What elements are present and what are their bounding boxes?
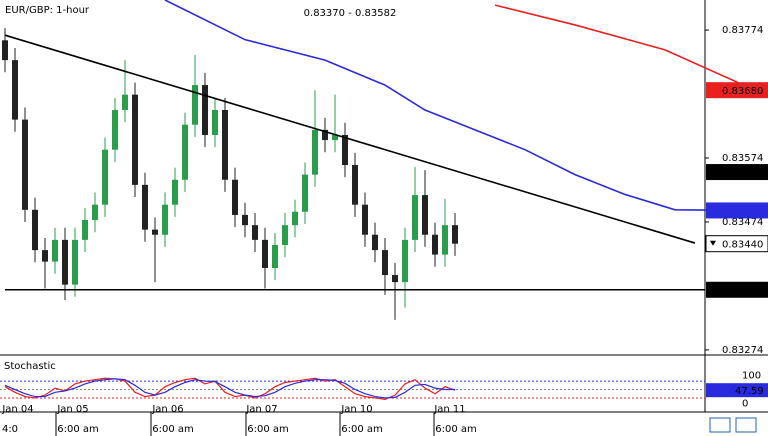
candle-body [82,220,88,240]
candle-body [122,94,128,111]
y-tick-label: 0.83774 [722,25,763,36]
y-tick-label: 100 [742,370,761,381]
candle-body [312,129,318,175]
time-label: 6:00 am [341,424,383,435]
price-label: 0.83680 [722,86,763,97]
candle-body [332,134,338,141]
candle-body [132,94,138,185]
candle-body [212,110,218,135]
candle-body [182,124,188,180]
time-label: 4:0 [2,424,18,435]
candle-body [382,250,388,276]
candle-body [262,239,268,269]
date-label: Jan 07 [245,404,277,415]
candle-body [402,239,408,283]
candle-body [292,211,298,226]
candle-body [142,184,148,230]
stochastic-title: Stochastic [4,361,56,372]
candle-body [392,275,398,283]
time-label: 6:00 am [57,424,99,435]
candle-body [62,239,68,285]
settings-icon[interactable] [735,417,757,433]
time-label: 6:00 am [435,424,477,435]
candle-body [372,234,378,251]
stochastic-value-box [706,383,768,398]
date-label: Jan 06 [151,404,183,415]
candle-body [322,129,328,141]
y-tick-label: 0.83574 [722,153,763,164]
candle-body [32,209,38,251]
y-tick-label: 0 [742,399,748,410]
candle-body [112,110,118,150]
date-label: Jan 04 [1,404,33,415]
candle-body [192,85,198,125]
price-label-box [706,164,768,181]
range-text: 0.83370 - 0.83582 [304,8,397,19]
candle-body [152,229,158,235]
toolbar-icons[interactable] [709,417,757,433]
candle-body [232,179,238,215]
chart-title: EUR/GBP: 1-hour [5,5,90,16]
candle-body [202,85,208,135]
candle-body [162,204,168,235]
candle-body [282,225,288,245]
time-label: 6:00 am [152,424,194,435]
candle-body [2,40,8,61]
y-tick-label: 0.83474 [722,217,763,228]
link-icon[interactable] [709,417,731,433]
stochastic-value: 47.59 [735,386,764,397]
candle-body [72,239,78,285]
candle-body [272,244,278,269]
candle-body [442,225,448,255]
candle-body [452,225,458,244]
candle-body [422,195,428,235]
candle-body [412,195,418,240]
price-pointer [710,240,716,246]
date-label: Jan 10 [340,404,372,415]
date-label: Jan 11 [433,404,465,415]
indicator-line [4,34,696,244]
candle-body [252,225,258,240]
candle-body [12,60,18,120]
candle-body [302,174,308,212]
candle-body [242,214,248,226]
candle-body [222,110,228,180]
stochastic-line [4,377,456,400]
candle-body [92,204,98,221]
price-label-box [705,235,768,253]
date-label: Jan 05 [56,404,88,415]
stochastic-line [4,378,455,399]
indicator-line [494,4,756,91]
candle-body [352,165,358,205]
time-label: 6:00 am [247,424,289,435]
price-label-box [706,202,768,219]
candle-body [42,250,48,262]
candle-body [432,234,438,255]
y-tick-label: 0.83274 [722,345,763,356]
price-label-box [706,82,768,99]
candle-body [172,179,178,205]
price-label: 0.83440 [722,240,763,251]
candle-body [342,134,348,166]
indicator-line [164,0,756,212]
price-label-box [706,281,768,298]
candle-body [22,119,28,210]
candle-body [362,204,368,235]
candle-body [102,149,108,205]
candle-body [52,239,58,262]
